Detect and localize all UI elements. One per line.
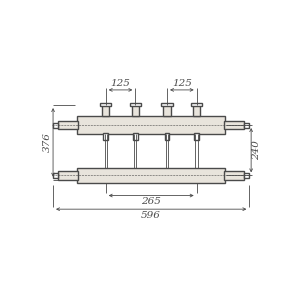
Bar bbox=[224, 171, 244, 180]
Bar bbox=[244, 123, 249, 128]
Bar bbox=[77, 168, 225, 183]
Text: 240: 240 bbox=[252, 140, 261, 160]
Bar bbox=[102, 105, 109, 116]
Bar bbox=[161, 103, 173, 106]
Bar bbox=[244, 173, 249, 178]
Bar bbox=[165, 133, 169, 140]
Bar bbox=[193, 105, 200, 116]
Text: 596: 596 bbox=[141, 211, 161, 220]
Bar bbox=[58, 121, 78, 130]
Bar bbox=[53, 123, 58, 128]
Bar bbox=[104, 133, 108, 140]
Text: 125: 125 bbox=[111, 78, 130, 88]
Text: 125: 125 bbox=[172, 78, 192, 88]
Text: 265: 265 bbox=[141, 197, 161, 206]
Bar bbox=[53, 173, 58, 178]
Text: 376: 376 bbox=[43, 132, 52, 152]
Bar bbox=[133, 133, 137, 140]
Bar bbox=[58, 171, 78, 180]
Bar bbox=[132, 105, 139, 116]
Bar bbox=[163, 105, 171, 116]
Bar bbox=[77, 116, 225, 134]
Bar bbox=[130, 103, 141, 106]
Bar bbox=[224, 121, 244, 130]
Bar bbox=[191, 103, 202, 106]
Bar bbox=[100, 103, 112, 106]
Bar bbox=[194, 133, 199, 140]
